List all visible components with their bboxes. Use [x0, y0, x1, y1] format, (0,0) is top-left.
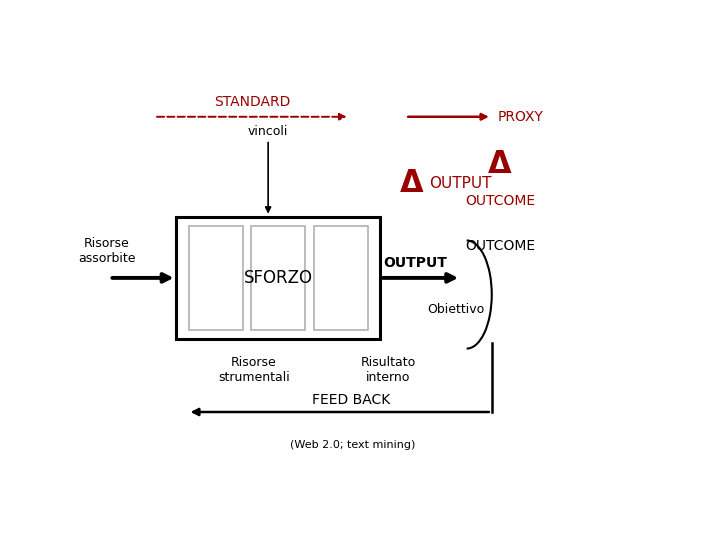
Text: STANDARD: STANDARD	[214, 95, 290, 109]
Text: SFORZO: SFORZO	[244, 269, 312, 287]
Bar	[314, 226, 368, 330]
Bar	[189, 226, 243, 330]
Text: Risultato
interno: Risultato interno	[361, 356, 416, 384]
Text: (Web 2.0; text mining): (Web 2.0; text mining)	[289, 440, 415, 450]
Text: OUTPUT: OUTPUT	[383, 256, 447, 271]
Text: vincoli: vincoli	[248, 125, 288, 138]
Bar	[251, 226, 305, 330]
Text: Obiettivo: Obiettivo	[427, 303, 484, 316]
Text: FEED BACK: FEED BACK	[312, 393, 390, 407]
Text: OUTPUT: OUTPUT	[428, 176, 491, 191]
Text: Risorse
assorbite: Risorse assorbite	[78, 238, 135, 266]
Text: OUTCOME: OUTCOME	[465, 194, 535, 208]
Text: Δ: Δ	[488, 150, 512, 179]
Text: Δ: Δ	[400, 169, 423, 198]
Text: PROXY: PROXY	[498, 110, 543, 124]
Bar	[176, 217, 380, 339]
Text: Risorse
strumentali: Risorse strumentali	[218, 356, 289, 384]
Text: OUTCOME: OUTCOME	[465, 239, 535, 253]
